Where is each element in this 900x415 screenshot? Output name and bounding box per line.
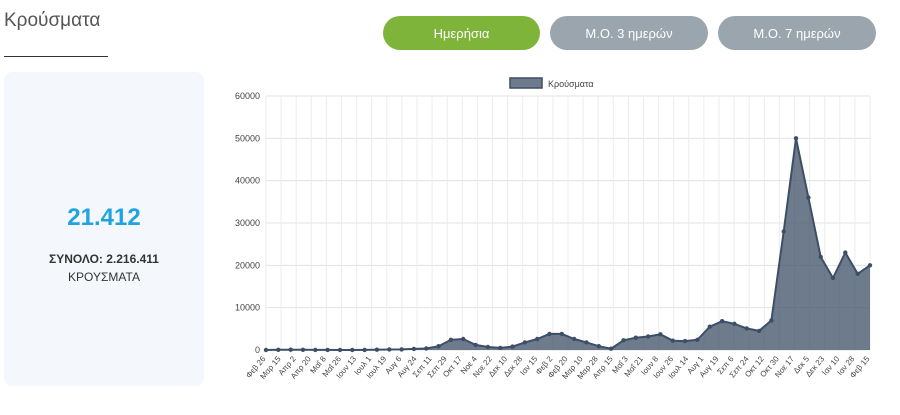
data-point — [645, 334, 651, 339]
legend-label: Κρούσματα — [548, 79, 594, 89]
data-point — [424, 346, 429, 351]
tab-7day-average[interactable]: Μ.Ο. 7 ημερών — [718, 16, 876, 50]
data-point — [744, 326, 749, 331]
data-point — [830, 275, 836, 281]
data-point — [461, 336, 466, 342]
data-point — [313, 347, 318, 353]
y-tick-label: 30000 — [235, 218, 260, 228]
data-point — [535, 336, 540, 342]
data-point — [362, 347, 367, 353]
period-tabs: Ημερήσια Μ.Ο. 3 ημερών Μ.Ο. 7 ημερών — [383, 16, 876, 50]
stat-total-label: ΣΥΝΟΛΟ: 2.216.411 — [49, 252, 159, 266]
data-point — [769, 318, 774, 323]
data-point — [572, 336, 577, 342]
data-point — [473, 342, 478, 348]
title-underline — [4, 56, 108, 57]
data-point — [436, 344, 441, 349]
data-point — [732, 321, 737, 326]
y-tick-label: 60000 — [235, 91, 260, 101]
data-point — [374, 347, 380, 352]
page-title: Κρούσματα — [4, 10, 101, 31]
data-point — [510, 344, 515, 349]
data-point — [399, 347, 404, 352]
data-point — [621, 338, 626, 343]
data-point — [485, 344, 491, 350]
data-point — [596, 344, 601, 349]
data-point — [719, 319, 725, 324]
tab-3day-average[interactable]: Μ.Ο. 3 ημερών — [550, 16, 708, 50]
y-tick-label: 10000 — [235, 303, 260, 313]
data-point — [498, 345, 503, 351]
data-point — [350, 347, 355, 353]
data-point — [448, 337, 454, 342]
data-point — [695, 337, 700, 342]
data-point — [387, 347, 392, 352]
data-point — [843, 250, 848, 255]
data-point — [756, 328, 762, 334]
data-point — [793, 136, 799, 141]
data-point — [584, 340, 589, 345]
data-point — [300, 347, 306, 352]
y-tick-label: 50000 — [235, 133, 260, 143]
data-point — [707, 324, 712, 329]
data-point — [670, 338, 675, 343]
stat-card: 21.412 ΣΥΝΟΛΟ: 2.216.411 ΚΡΟΥΣΜΑΤΑ — [4, 72, 204, 386]
data-point — [276, 347, 281, 352]
data-point — [682, 338, 688, 344]
data-point — [522, 340, 528, 345]
data-point — [658, 332, 663, 337]
data-point — [781, 229, 786, 234]
y-tick-label: 0 — [255, 345, 260, 355]
y-tick-label: 40000 — [235, 176, 260, 186]
data-point — [559, 331, 564, 337]
data-point — [288, 347, 293, 352]
data-point — [547, 331, 552, 337]
data-point — [337, 347, 343, 353]
data-point — [263, 347, 269, 353]
data-point — [411, 346, 417, 352]
y-tick-label: 20000 — [235, 260, 260, 270]
data-point — [855, 271, 860, 276]
data-point — [633, 335, 638, 340]
data-point — [325, 347, 330, 353]
data-point — [608, 346, 614, 351]
data-point — [867, 263, 873, 268]
data-point — [806, 195, 811, 200]
series-area — [266, 138, 870, 350]
stat-unit-label: ΚΡΟΥΣΜΑΤΑ — [68, 270, 140, 284]
data-point — [818, 254, 823, 260]
legend-swatch — [509, 77, 543, 89]
tab-daily[interactable]: Ημερήσια — [383, 16, 540, 50]
stat-today-value: 21.412 — [67, 204, 141, 231]
